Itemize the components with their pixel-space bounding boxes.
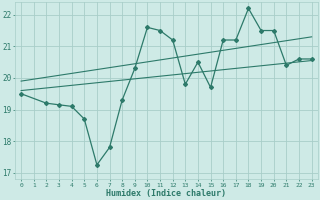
X-axis label: Humidex (Indice chaleur): Humidex (Indice chaleur) bbox=[106, 189, 226, 198]
